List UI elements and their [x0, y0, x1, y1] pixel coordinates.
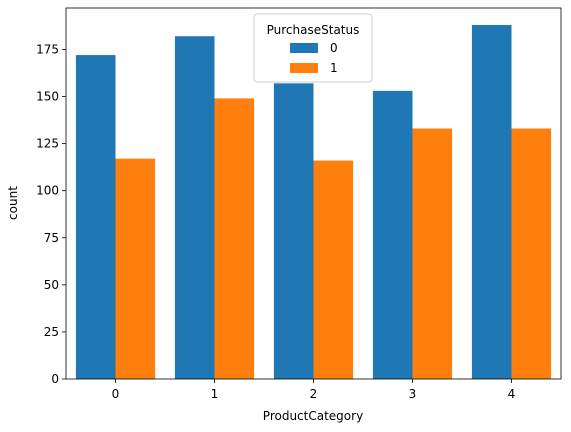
- legend-label-series-1: 1: [330, 61, 338, 75]
- x-tick-label: 4: [508, 387, 516, 401]
- bar-series-1-category-3: [412, 128, 453, 379]
- x-axis-ticks: 0 1 2 3 4: [112, 379, 516, 401]
- bar-series-1-category-4: [511, 128, 552, 379]
- plot-frame: [65, 7, 562, 380]
- y-tick-label: 175: [36, 42, 59, 56]
- y-tick-label: 0: [51, 372, 59, 386]
- bar-series-0-category-1: [174, 36, 215, 380]
- bars-layer: [75, 24, 552, 380]
- legend-swatch-series-0: [290, 43, 318, 53]
- y-axis-label: count: [6, 186, 20, 220]
- x-tick-label: 2: [310, 387, 318, 401]
- legend-label-series-0: 0: [330, 41, 338, 55]
- bar-series-1-category-0: [115, 158, 156, 379]
- bar-series-1-category-1: [214, 98, 255, 380]
- y-tick-label: 75: [44, 231, 59, 245]
- x-tick-label: 3: [409, 387, 417, 401]
- x-tick-label: 0: [112, 387, 120, 401]
- y-tick-label: 50: [44, 278, 59, 292]
- bar-series-1-category-2: [313, 160, 354, 379]
- x-axis-label: ProductCategory: [263, 409, 363, 423]
- legend-title: PurchaseStatus: [267, 23, 360, 37]
- y-tick-label: 25: [44, 325, 59, 339]
- y-tick-label: 150: [36, 90, 59, 104]
- y-tick-label: 125: [36, 137, 59, 151]
- bar-series-0-category-3: [372, 90, 413, 379]
- y-tick-label: 100: [36, 184, 59, 198]
- y-axis-ticks: 0 25 50 75 100 125 150 175: [36, 42, 66, 386]
- x-tick-label: 1: [211, 387, 219, 401]
- legend-swatch-series-1: [290, 63, 318, 73]
- legend: PurchaseStatus 0 1: [253, 13, 373, 83]
- bar-series-0-category-2: [273, 83, 314, 379]
- bar-series-0-category-0: [75, 55, 116, 380]
- bar-series-0-category-4: [471, 24, 512, 379]
